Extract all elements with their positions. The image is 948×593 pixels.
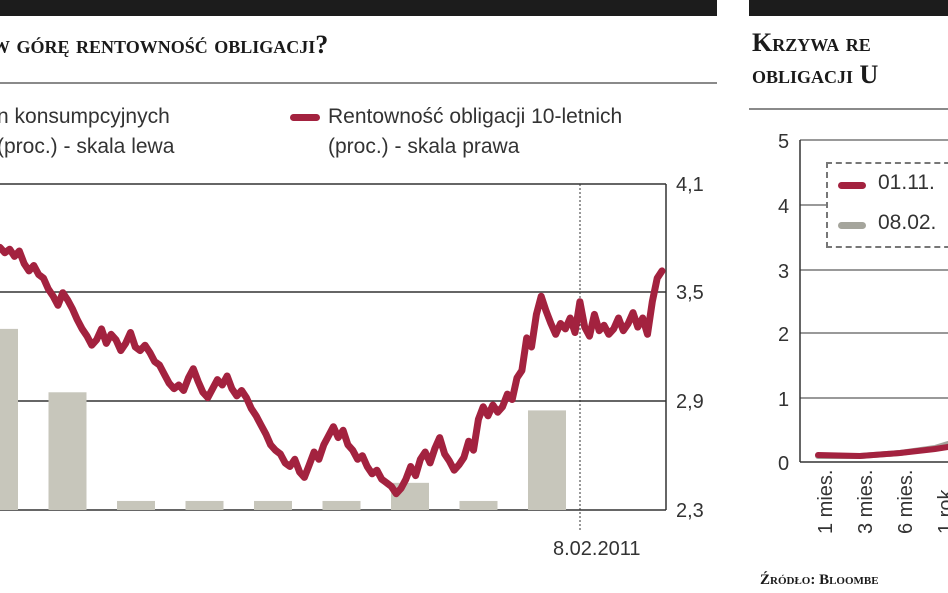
right-legend-swatch-gray — [838, 222, 866, 229]
right-title-rule — [749, 108, 948, 110]
right-chart-title-line1: Krzywa re — [752, 28, 871, 57]
x-tick-1-mies: 1 mies. — [815, 470, 837, 534]
bar-4 — [254, 500, 292, 510]
right-y-tick-5: 5 — [778, 131, 789, 153]
left-chart-title: w górę rentowność obligacji? — [0, 30, 329, 59]
bar-8 — [528, 410, 566, 510]
date-label: 8.02.2011 — [553, 538, 641, 560]
right-legend-label-1: 01.11. — [878, 171, 935, 194]
legend-bar-label-line1: n konsumpcyjnych — [0, 105, 170, 128]
y-tick-3-5: 3,5 — [676, 282, 704, 304]
right-chart-title-line2: obligacji U — [752, 60, 879, 89]
bar-7 — [459, 500, 498, 510]
source-note: Źródło: Bloombe — [760, 572, 879, 588]
right-y-tick-1: 1 — [778, 389, 789, 411]
y-tick-4-1: 4,1 — [676, 174, 704, 196]
bar-2 — [117, 500, 155, 510]
x-tick-6-mies: 6 mies. — [895, 470, 917, 534]
y-tick-2-9: 2,9 — [676, 391, 704, 413]
left-top-bar — [0, 0, 717, 16]
curve-red-series — [815, 444, 948, 460]
legend-line-label-line1: Rentowność obligacji 10-letnich — [328, 105, 623, 128]
right-legend-label-2: 08.02. — [878, 211, 937, 234]
right-top-bar — [749, 0, 948, 16]
right-legend-box — [826, 162, 948, 248]
left-title-rule — [0, 82, 717, 84]
right-legend-swatch-red — [838, 182, 866, 189]
bar-3 — [185, 500, 224, 510]
legend-line-label-line2: (proc.) - skala prawa — [328, 135, 520, 158]
legend-bar-label-line2: (proc.) - skala lewa — [0, 135, 175, 158]
legend-line-swatch — [290, 114, 320, 121]
bar-0 — [0, 328, 18, 510]
right-y-tick-0: 0 — [778, 453, 789, 475]
right-y-tick-3: 3 — [778, 261, 789, 283]
x-tick-3-mies: 3 mies. — [855, 470, 877, 534]
y-tick-2-3: 2,3 — [676, 500, 704, 522]
bar-5 — [322, 500, 361, 510]
right-y-tick-4: 4 — [778, 196, 789, 218]
bar-1 — [48, 392, 87, 510]
x-tick-1-rok: 1 rok — [935, 489, 948, 534]
yield-line-series — [0, 243, 666, 498]
right-y-tick-2: 2 — [778, 324, 789, 346]
